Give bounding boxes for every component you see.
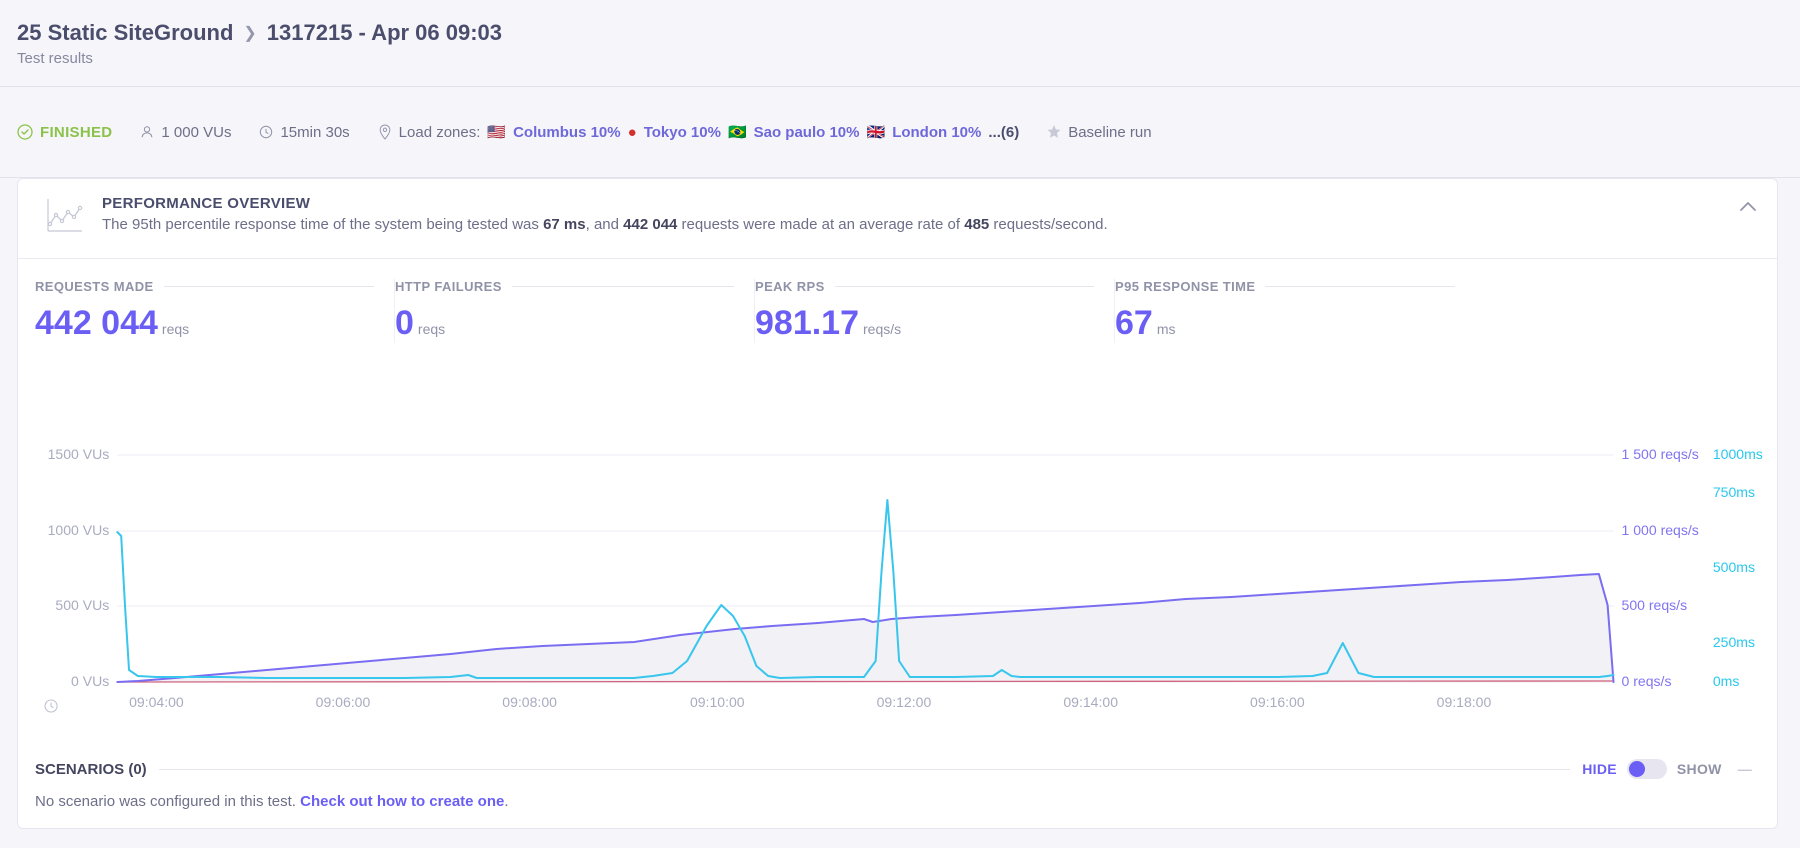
svg-text:0 VUs: 0 VUs [71, 673, 109, 689]
svg-text:09:04:00: 09:04:00 [129, 694, 184, 710]
svg-text:1000ms: 1000ms [1713, 446, 1763, 462]
svg-text:500 VUs: 500 VUs [55, 597, 109, 613]
svg-text:09:16:00: 09:16:00 [1250, 694, 1305, 710]
svg-text:09:12:00: 09:12:00 [877, 694, 932, 710]
svg-text:750ms: 750ms [1713, 484, 1755, 500]
svg-text:09:06:00: 09:06:00 [316, 694, 371, 710]
svg-text:09:08:00: 09:08:00 [502, 694, 557, 710]
svg-text:500ms: 500ms [1713, 559, 1755, 575]
svg-text:09:18:00: 09:18:00 [1437, 694, 1492, 710]
svg-text:500 reqs/s: 500 reqs/s [1622, 597, 1688, 613]
svg-text:1 500 reqs/s: 1 500 reqs/s [1622, 446, 1699, 462]
svg-text:09:14:00: 09:14:00 [1063, 694, 1118, 710]
svg-text:1 000 reqs/s: 1 000 reqs/s [1622, 522, 1699, 538]
svg-text:1000 VUs: 1000 VUs [48, 522, 110, 538]
svg-text:09:10:00: 09:10:00 [690, 694, 745, 710]
svg-text:0 reqs/s: 0 reqs/s [1622, 673, 1672, 689]
svg-text:0ms: 0ms [1713, 673, 1740, 689]
svg-text:1500 VUs: 1500 VUs [48, 446, 110, 462]
svg-text:250ms: 250ms [1713, 634, 1755, 650]
